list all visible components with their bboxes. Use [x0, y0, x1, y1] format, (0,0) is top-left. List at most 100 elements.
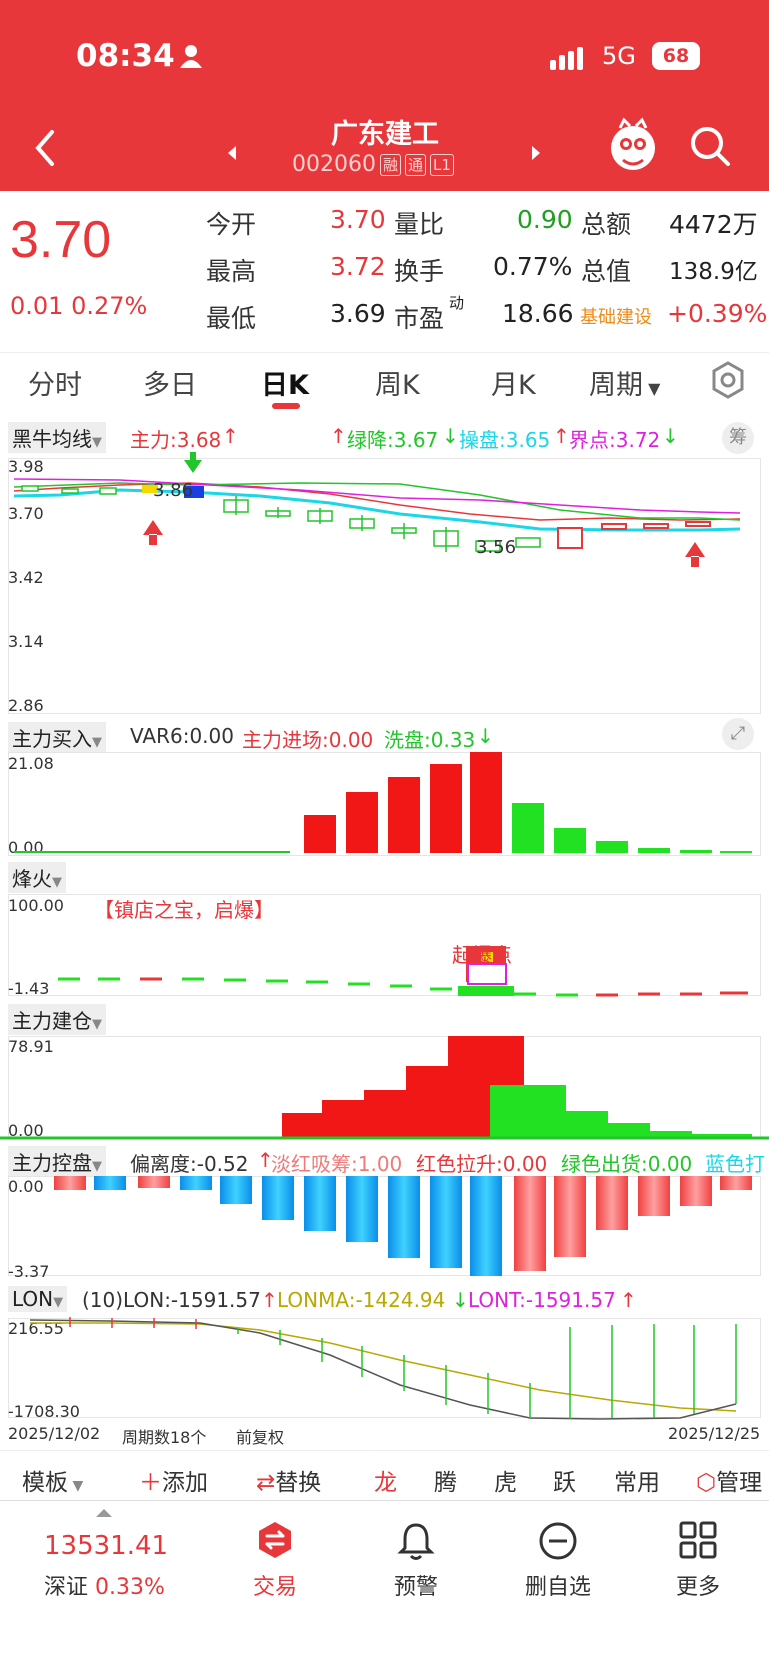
tool-leap[interactable]: 跃: [553, 1470, 576, 1496]
battery-icon: 68: [652, 42, 700, 70]
settings-hexagon-icon[interactable]: [710, 360, 746, 400]
grid-more-icon[interactable]: [679, 1521, 717, 1559]
chevron-down-icon: ▼: [92, 1017, 102, 1032]
chevron-down-icon: ▼: [643, 379, 661, 398]
app-header: 08:34 5G 68 广东建工 002060 融 通 L1: [0, 0, 769, 191]
active-tab-indicator: [272, 403, 300, 409]
tool-common[interactable]: 常用: [614, 1470, 660, 1496]
up-arrow-icon: ↑: [330, 424, 347, 448]
nav-trade[interactable]: 交易: [252, 1575, 297, 1600]
replace-button[interactable]: ⇄替换: [256, 1463, 321, 1497]
y-axis-label: -1.43: [8, 979, 50, 998]
trade-icon[interactable]: [256, 1521, 294, 1559]
buy-chart[interactable]: [8, 752, 761, 856]
y-axis-label: 3.14: [8, 632, 44, 651]
expand-icon[interactable]: ⤢: [722, 718, 754, 750]
prev-stock-icon[interactable]: [228, 146, 236, 160]
down-arrow-icon: ↓: [442, 424, 459, 448]
up-arrow-icon: ↑: [620, 1288, 637, 1312]
chevron-down-icon: ▼: [53, 1295, 64, 1310]
index-name-line[interactable]: 深证 0.33%: [44, 1569, 165, 1601]
open-value: 3.70: [330, 205, 386, 234]
user-status-icon: [180, 45, 202, 68]
up-arrow-icon: ↑: [222, 424, 239, 448]
swap-icon: ⇄: [256, 1470, 276, 1496]
chevron-down-icon: ▼: [52, 875, 62, 890]
chevron-down-icon: ▼: [92, 1159, 102, 1174]
lon-chart[interactable]: [8, 1318, 761, 1418]
var6-value: VAR6:0.00: [130, 724, 234, 748]
control-chip-label: 主力控盘: [12, 1151, 92, 1175]
tab-daily-k[interactable]: 日K: [261, 370, 309, 401]
template-button[interactable]: 模板 ▼: [22, 1463, 83, 1497]
up-arrow-icon: ↑: [257, 1148, 274, 1172]
next-stock-icon[interactable]: [532, 146, 540, 160]
settings-icon: ⬡: [696, 1470, 717, 1496]
fire-chart[interactable]: [8, 894, 761, 996]
fire-chip-label: 烽火: [12, 867, 52, 891]
entry-value: 主力进场:0.00: [242, 728, 374, 752]
manage-button[interactable]: ⬡管理: [696, 1463, 762, 1497]
bell-icon[interactable]: [397, 1521, 435, 1561]
indicator-select-buy[interactable]: 主力买入▼: [8, 722, 106, 753]
mascot-icon[interactable]: [608, 117, 658, 172]
indicator-select-lon[interactable]: LON▼: [8, 1286, 68, 1312]
tool-tiger[interactable]: 虎: [494, 1470, 517, 1496]
control-chart[interactable]: [8, 1176, 761, 1276]
indicator-select-ma[interactable]: 黑牛均线▼: [8, 422, 106, 453]
index-value[interactable]: 13531.41: [44, 1531, 169, 1561]
tool-dragon[interactable]: 龙: [374, 1470, 397, 1496]
tab-period[interactable]: 周期 ▼: [589, 363, 660, 402]
tab-intraday[interactable]: 分时: [28, 370, 82, 401]
stock-name: 广东建工: [331, 119, 439, 150]
tab-period-label: 周期: [589, 370, 643, 401]
change-value: 0.01: [10, 292, 64, 320]
buy-chip-label: 主力买入: [12, 727, 92, 751]
red-lift-value: 红色拉升:0.00: [416, 1152, 548, 1176]
collapse-arrow-icon[interactable]: [96, 1509, 112, 1517]
indicator-select-fire[interactable]: 烽火▼: [8, 862, 66, 893]
tab-monthly-k[interactable]: 月K: [491, 370, 536, 401]
back-arrow-icon[interactable]: [30, 128, 60, 168]
sector-change: +0.39%: [667, 299, 768, 328]
up-arrow-icon: ↑: [553, 424, 570, 448]
kline-low-label: 3.56: [476, 537, 516, 558]
tool-soar[interactable]: 腾: [434, 1470, 457, 1496]
indicator-select-build[interactable]: 主力建仓▼: [8, 1004, 106, 1035]
search-icon[interactable]: [688, 124, 732, 168]
sector-link[interactable]: 基础建设: [580, 307, 652, 328]
main-force-value: 主力:3.68: [130, 428, 222, 452]
tab-weekly-k[interactable]: 周K: [375, 370, 420, 401]
y-axis-label: 3.42: [8, 568, 44, 587]
amount-label: 总额: [581, 210, 632, 239]
tab-multiday[interactable]: 多日: [143, 370, 197, 401]
connect-tag: 通: [405, 153, 427, 176]
low-label: 最低: [206, 304, 257, 333]
deviation-value: 偏离度:-0.52: [130, 1152, 249, 1176]
indicator-select-control[interactable]: 主力控盘▼: [8, 1146, 106, 1177]
lont-value: LONT:-1591.57: [468, 1288, 616, 1312]
wash-value: 洗盘:0.33: [384, 728, 476, 752]
network-type: 5G: [602, 42, 636, 70]
status-time: 08:34: [76, 38, 175, 74]
nav-more[interactable]: 更多: [675, 1575, 720, 1600]
y-axis-label: 2.86: [8, 696, 44, 715]
remove-favorite-icon[interactable]: [538, 1521, 578, 1561]
nav-remove-watchlist[interactable]: 删自选: [524, 1575, 591, 1600]
add-button[interactable]: ＋添加: [139, 1463, 208, 1497]
nav-alert[interactable]: 预警: [393, 1575, 438, 1600]
margin-tag: 融: [379, 153, 401, 176]
ignite-point-label: 起爆点: [452, 943, 512, 967]
turnover-value: 0.77%: [493, 252, 573, 281]
change-pct: 0.27%: [71, 292, 148, 320]
lonma-value: LONMA:-1424.94: [277, 1288, 446, 1312]
kline-chart[interactable]: [8, 458, 761, 714]
chip-distribution-button[interactable]: 筹: [722, 422, 754, 454]
y-axis-label: 78.91: [8, 1037, 54, 1056]
market-cap-value: 138.9亿: [669, 259, 758, 285]
indicator-toolbar: 模板 ▼ ＋添加 ⇄替换 龙 腾 虎 跃 常用 ⬡管理: [0, 1450, 769, 1500]
pe-label: 市盈: [394, 304, 445, 333]
chevron-down-icon: ▼: [92, 435, 102, 450]
